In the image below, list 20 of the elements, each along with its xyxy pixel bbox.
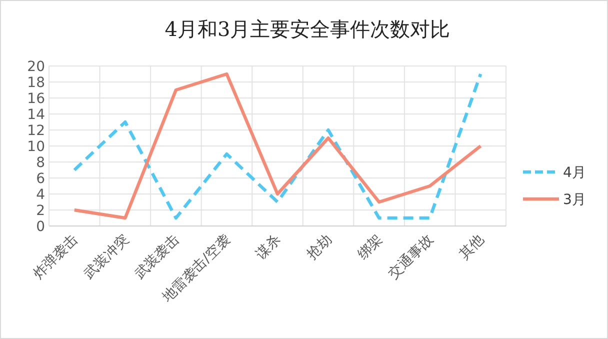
legend-label: 4月 <box>563 165 586 181</box>
x-tick-label: 抢劫 <box>304 232 336 263</box>
x-tick-label: 武装冲突 <box>81 232 132 282</box>
y-tick-label: 10 <box>27 139 45 155</box>
y-tick-label: 12 <box>27 123 45 139</box>
chart-title: 4月和3月主要安全事件次数对比 <box>164 17 450 41</box>
y-tick-label: 8 <box>36 155 45 171</box>
line-series <box>72 72 482 220</box>
x-tick-label: 其他 <box>456 232 488 263</box>
x-tick-label: 交通事故 <box>386 232 437 282</box>
y-tick-label: 18 <box>27 75 45 91</box>
legend-label: 3月 <box>563 192 586 208</box>
y-tick-label: 20 <box>27 59 45 75</box>
x-tick-label: 谋杀 <box>253 232 284 263</box>
y-tick-label: 6 <box>36 171 46 187</box>
y-tick-label: 2 <box>36 203 45 219</box>
x-tick-label: 绑架 <box>354 232 386 263</box>
y-tick-label: 4 <box>36 187 46 203</box>
y-tick-label: 14 <box>27 107 46 123</box>
y-tick-label: 16 <box>27 91 46 107</box>
